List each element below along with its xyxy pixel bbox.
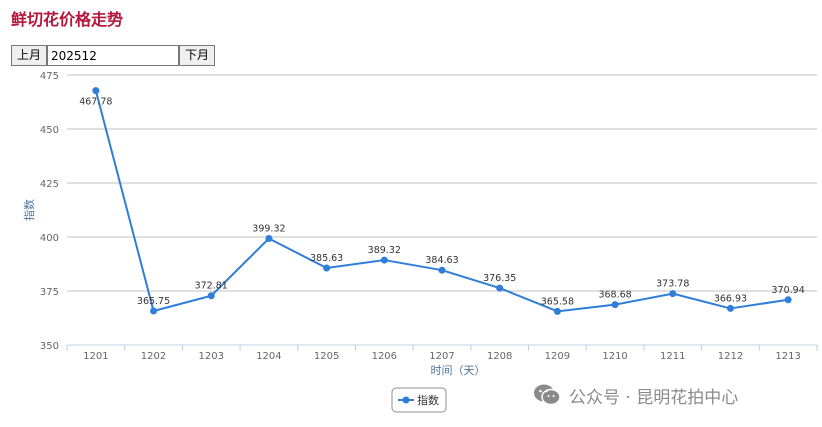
data-point	[265, 234, 273, 242]
watermark-text: 公众号 · 昆明花拍中心	[569, 387, 739, 408]
x-tick-label: 1210	[602, 351, 627, 362]
data-label: 399.32	[252, 223, 285, 234]
legend-marker	[402, 396, 410, 404]
data-point	[611, 301, 619, 309]
data-point	[207, 292, 215, 300]
x-tick-label: 1212	[718, 351, 743, 362]
data-point	[553, 307, 561, 315]
data-point	[438, 266, 446, 274]
data-label: 385.63	[310, 253, 343, 264]
data-point	[496, 284, 504, 292]
x-tick-label: 1204	[256, 351, 281, 362]
x-tick-label: 1201	[83, 351, 108, 362]
y-axis-title: 指数	[22, 199, 36, 221]
next-month-button[interactable]: 下月	[179, 45, 216, 66]
y-tick-label: 400	[40, 233, 59, 244]
prev-month-button[interactable]: 上月	[11, 45, 48, 66]
data-point	[150, 307, 158, 315]
data-label: 370.94	[772, 285, 805, 296]
x-tick-label: 1208	[487, 351, 512, 362]
data-label: 467.78	[79, 97, 112, 108]
data-label: 373.78	[656, 279, 689, 290]
data-point	[380, 256, 388, 264]
legend-label: 指数	[417, 393, 439, 407]
x-axis-title: 时间（天）	[431, 364, 486, 377]
label-layer: 467.78 365.75 372.81 399.32 385.63 389.32 384.…	[79, 97, 805, 308]
data-label: 365.75	[137, 296, 170, 307]
y-tick-label: 450	[40, 125, 59, 136]
x-tick-label: 1213	[775, 351, 800, 362]
data-label: 372.81	[195, 281, 228, 292]
data-label: 365.58	[541, 296, 574, 307]
series-layer	[92, 87, 792, 315]
data-point	[92, 87, 100, 95]
legend-box	[391, 387, 447, 413]
data-label: 384.63	[425, 255, 458, 266]
x-tick-label: 1209	[545, 351, 570, 362]
data-point	[726, 304, 734, 312]
data-label: 389.32	[368, 245, 401, 256]
data-point	[323, 264, 331, 272]
x-tick-label: 1205	[314, 351, 339, 362]
wechat-icon	[534, 384, 561, 406]
data-label: 376.35	[483, 273, 516, 284]
watermark: 公众号 · 昆明花拍中心	[533, 380, 738, 410]
y-tick-label: 475	[40, 71, 59, 82]
data-point	[669, 290, 677, 298]
x-tick-label: 1207	[429, 351, 454, 362]
y-tick-label: 425	[40, 179, 59, 190]
month-controls: 上月 下月	[11, 45, 216, 66]
y-tick-label: 350	[40, 341, 59, 352]
data-label: 368.68	[598, 290, 631, 301]
x-tick-label: 1203	[199, 351, 224, 362]
month-input[interactable]	[47, 45, 180, 66]
data-point	[784, 296, 792, 304]
axis-layer: 350 375 400 425 450 475 1201 1202 1203 1204 1205 12…	[22, 71, 818, 377]
page-title: 鲜切花价格走势	[11, 10, 124, 29]
x-tick-label: 1206	[372, 351, 397, 362]
x-tick-label: 1202	[141, 351, 166, 362]
legend[interactable]: 指数	[391, 387, 447, 413]
data-label: 366.93	[714, 293, 747, 304]
x-tick-label: 1211	[660, 351, 685, 362]
y-tick-label: 375	[40, 287, 59, 298]
